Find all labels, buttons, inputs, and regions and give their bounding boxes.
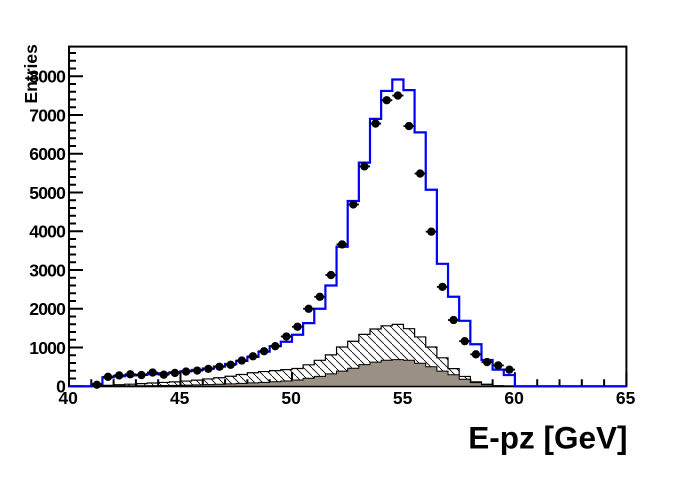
svg-text:5000: 5000 <box>29 183 66 203</box>
svg-text:50: 50 <box>281 388 301 408</box>
svg-text:3000: 3000 <box>29 260 66 280</box>
svg-text:40: 40 <box>58 388 78 408</box>
svg-text:65: 65 <box>616 388 636 408</box>
svg-text:4000: 4000 <box>29 222 66 242</box>
svg-text:2000: 2000 <box>29 299 66 319</box>
svg-text:1000: 1000 <box>29 338 66 358</box>
svg-text:E-pz [GeV]: E-pz [GeV] <box>468 420 627 456</box>
svg-text:45: 45 <box>170 388 190 408</box>
svg-text:60: 60 <box>504 388 524 408</box>
svg-text:55: 55 <box>393 388 413 408</box>
svg-text:6000: 6000 <box>29 144 66 164</box>
svg-text:Entries: Entries <box>21 44 41 104</box>
svg-text:0: 0 <box>56 377 66 397</box>
svg-text:8000: 8000 <box>29 67 66 87</box>
svg-text:7000: 7000 <box>29 105 66 125</box>
